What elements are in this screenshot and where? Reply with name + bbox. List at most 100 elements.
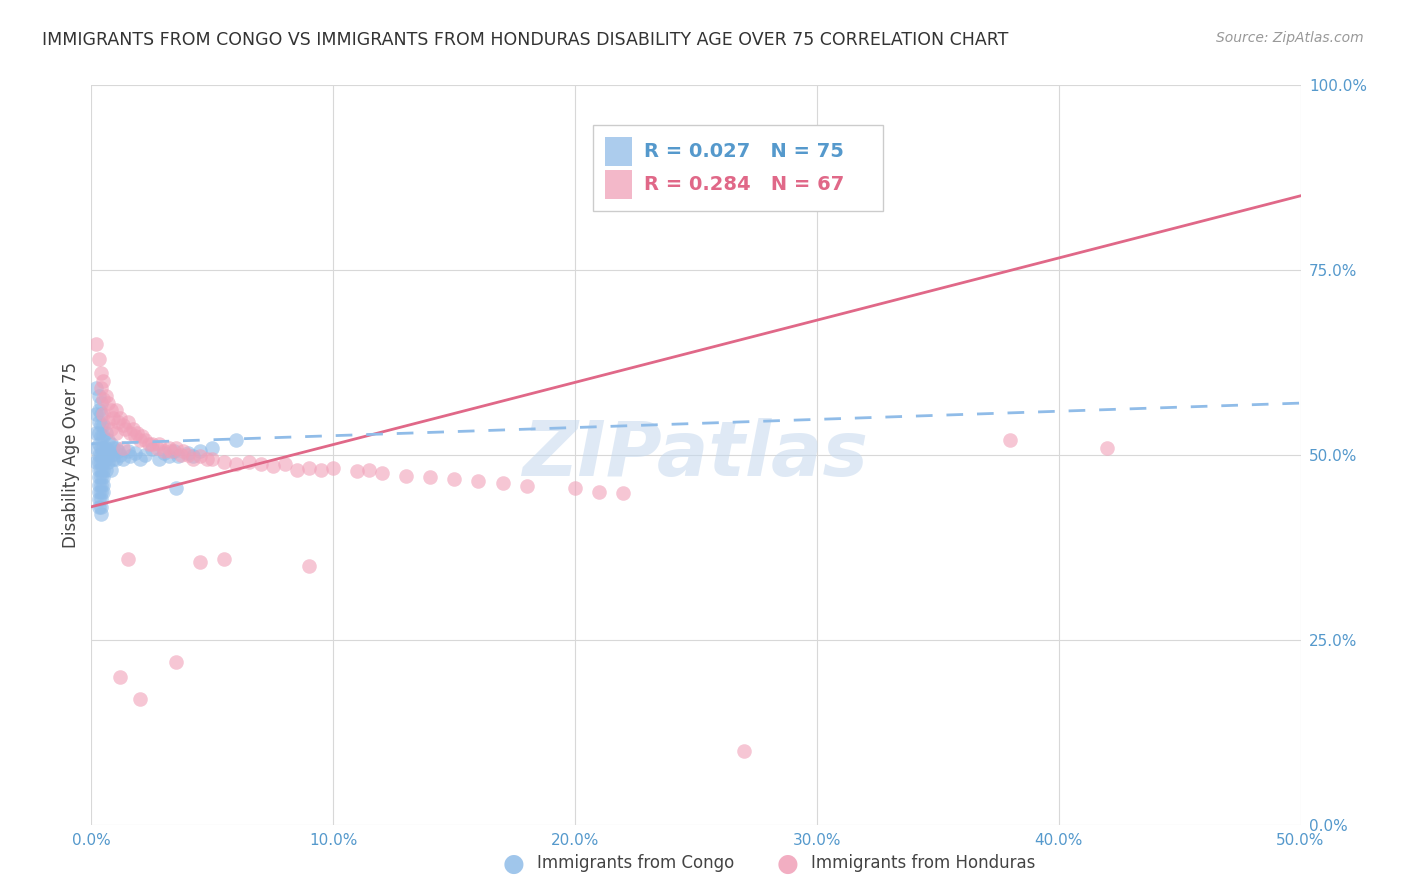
Point	[87, 351, 110, 366]
Point	[564, 481, 586, 495]
Point	[467, 474, 489, 488]
Point	[172, 444, 194, 458]
Point	[110, 448, 132, 462]
Point	[124, 429, 146, 443]
Point	[309, 463, 332, 477]
Point	[274, 457, 297, 471]
Point	[249, 457, 271, 471]
Point	[167, 450, 190, 464]
Point	[165, 441, 187, 455]
Point	[107, 444, 129, 458]
Point	[120, 450, 142, 464]
Point	[225, 433, 247, 447]
Point	[97, 415, 120, 429]
Point	[131, 429, 153, 443]
Point	[94, 425, 117, 440]
Point	[124, 446, 146, 460]
Point	[177, 446, 200, 460]
Point	[84, 381, 107, 395]
Point	[214, 551, 236, 566]
Text: R = 0.284   N = 67: R = 0.284 N = 67	[644, 175, 844, 194]
Point	[90, 418, 112, 433]
Point	[101, 451, 124, 466]
Point	[87, 500, 110, 514]
Point	[101, 410, 124, 425]
Point	[111, 418, 134, 433]
Point	[110, 410, 132, 425]
Point	[134, 433, 156, 447]
Point	[90, 429, 112, 443]
Point	[111, 441, 134, 455]
Point	[90, 507, 112, 521]
Point	[97, 396, 120, 410]
Point	[87, 437, 110, 451]
Point	[87, 470, 110, 484]
Point	[93, 407, 115, 421]
Point	[188, 450, 211, 464]
Point	[157, 450, 180, 464]
Point	[90, 407, 112, 421]
Point	[93, 463, 115, 477]
Point	[128, 692, 150, 706]
Point	[90, 455, 112, 469]
Point	[93, 485, 115, 500]
Point	[162, 444, 184, 458]
Point	[612, 486, 634, 500]
Point	[100, 422, 122, 436]
Point	[262, 458, 284, 473]
Point	[93, 455, 115, 469]
Point	[117, 415, 139, 429]
Point	[93, 418, 115, 433]
Text: Immigrants from Congo: Immigrants from Congo	[537, 855, 734, 872]
Point	[100, 448, 122, 462]
Point	[516, 479, 538, 493]
Point	[93, 477, 115, 491]
Bar	[605, 136, 631, 166]
Point	[128, 433, 150, 447]
Point	[346, 464, 368, 478]
Point	[138, 437, 160, 451]
Point	[201, 451, 224, 466]
Point	[225, 457, 247, 471]
Point	[322, 461, 344, 475]
Point	[90, 470, 112, 484]
Point	[120, 425, 142, 440]
Point	[395, 468, 418, 483]
Point	[94, 441, 117, 455]
Y-axis label: Disability Age Over 75: Disability Age Over 75	[62, 362, 80, 548]
Point	[87, 492, 110, 507]
Point	[1000, 433, 1022, 447]
Point	[90, 463, 112, 477]
Text: R = 0.027   N = 75: R = 0.027 N = 75	[644, 142, 844, 161]
Point	[153, 444, 176, 458]
Point	[90, 441, 112, 455]
Point	[100, 463, 122, 477]
Point	[181, 451, 204, 466]
Point	[97, 444, 120, 458]
Point	[84, 441, 107, 455]
Point	[285, 463, 308, 477]
Point	[87, 477, 110, 491]
Point	[93, 448, 115, 462]
Point	[93, 470, 115, 484]
Point	[117, 551, 139, 566]
Point	[87, 485, 110, 500]
Point	[93, 429, 115, 443]
Point	[84, 336, 107, 351]
Point	[419, 470, 441, 484]
Point	[94, 463, 117, 477]
Point	[141, 442, 163, 456]
Point	[90, 367, 112, 381]
Point	[165, 655, 187, 669]
Point	[359, 463, 381, 477]
Point	[214, 455, 236, 469]
Point	[104, 441, 127, 455]
Point	[84, 407, 107, 421]
Point	[238, 455, 260, 469]
Point	[121, 422, 143, 436]
Point	[145, 441, 167, 455]
Point	[443, 472, 465, 486]
Point	[94, 451, 117, 466]
Point	[114, 422, 136, 436]
Point	[157, 441, 180, 455]
